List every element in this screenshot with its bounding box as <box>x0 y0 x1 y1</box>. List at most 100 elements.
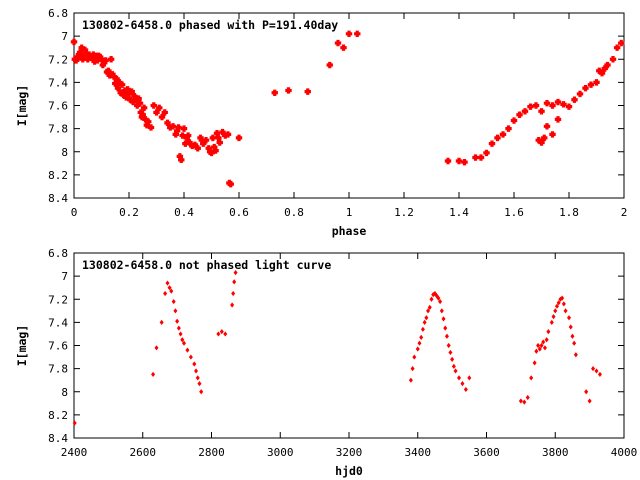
data-point <box>163 290 168 297</box>
data-point <box>565 103 573 110</box>
data-point <box>567 315 571 321</box>
data-point <box>171 298 176 305</box>
x-tick-label: 0.8 <box>284 206 304 219</box>
data-point <box>597 371 602 378</box>
data-point <box>169 288 174 294</box>
data-point <box>460 381 465 387</box>
data-point <box>424 315 429 321</box>
data-point <box>546 329 551 335</box>
data-point <box>173 308 178 314</box>
data-point <box>591 366 596 372</box>
data-point <box>216 331 221 337</box>
data-point <box>429 296 434 302</box>
data-point <box>233 270 238 276</box>
data-point <box>587 398 592 404</box>
data-point <box>169 123 177 130</box>
data-point <box>340 44 347 51</box>
data-point <box>568 324 573 330</box>
data-point <box>184 132 192 139</box>
x-tick-label: 2800 <box>198 446 225 459</box>
data-point <box>412 354 417 360</box>
data-point <box>136 99 144 107</box>
data-point <box>560 295 565 301</box>
data-point <box>180 125 188 132</box>
data-point <box>549 102 556 109</box>
data-point <box>532 102 540 109</box>
data-point <box>554 98 562 106</box>
data-point <box>554 116 562 123</box>
data-point <box>561 301 566 307</box>
y-tick-label: 7 <box>61 30 68 43</box>
data-point <box>209 134 217 142</box>
data-point <box>553 308 558 314</box>
y-tick-label: 6.8 <box>48 7 68 20</box>
y-tick-label: 7 <box>61 270 68 283</box>
data-point <box>231 290 236 297</box>
x-tick-label: 1 <box>346 206 353 219</box>
data-point <box>102 57 109 64</box>
chart-title: 130802-6458.0 phased with P=191.40day <box>82 18 338 32</box>
data-point <box>613 44 621 51</box>
data-point <box>541 134 548 142</box>
data-point <box>536 342 541 349</box>
data-point <box>467 375 472 381</box>
x-tick-label: 0 <box>71 206 78 219</box>
data-point <box>453 368 458 374</box>
data-point <box>304 88 311 95</box>
data-point <box>185 347 190 353</box>
data-point <box>554 303 559 309</box>
data-point <box>165 280 170 286</box>
data-point <box>178 156 185 164</box>
data-point <box>563 308 568 314</box>
data-point <box>516 111 523 118</box>
data-points <box>70 30 625 188</box>
data-point <box>510 117 518 124</box>
data-point <box>544 337 549 343</box>
data-point <box>543 123 551 130</box>
data-point <box>549 319 554 325</box>
data-point <box>161 109 168 116</box>
data-point <box>70 38 78 46</box>
chart-panel-1: 0 0.2 0.4 0.6 0.8 1 1.2 1.4 1.6 1.8 2 6.8 7 7.2 7.4 7.6… <box>15 7 627 238</box>
data-point <box>522 399 527 405</box>
data-point <box>194 368 199 374</box>
data-point <box>448 349 453 356</box>
data-point <box>147 124 155 131</box>
data-point <box>419 334 424 341</box>
data-point <box>587 81 595 88</box>
data-point <box>219 329 224 335</box>
data-point <box>582 84 589 92</box>
x-axis-label: phase <box>332 224 367 238</box>
data-point <box>167 285 172 291</box>
data-point <box>461 158 468 166</box>
x-tick-label: 2 <box>621 206 628 219</box>
data-point <box>584 389 589 395</box>
data-point <box>417 340 422 346</box>
data-point <box>354 30 361 38</box>
data-point <box>571 96 578 103</box>
data-point <box>156 104 163 112</box>
y-tick-label: 7.2 <box>48 53 68 66</box>
data-point <box>560 101 567 108</box>
data-point <box>537 346 542 352</box>
data-point <box>178 331 183 337</box>
data-point <box>541 339 546 345</box>
x-tick-label: 1.6 <box>504 206 524 219</box>
data-point <box>224 131 232 138</box>
x-tick-label: 0.2 <box>119 206 139 219</box>
y-tick-label: 8.4 <box>48 192 68 205</box>
y-tick-label: 7.2 <box>48 293 68 306</box>
x-axis-label: hjd0 <box>335 464 363 478</box>
data-point <box>107 56 115 63</box>
x-tick-label: 1.8 <box>559 206 579 219</box>
data-point <box>72 420 77 426</box>
data-point <box>194 145 201 152</box>
data-point <box>192 361 197 367</box>
data-point <box>216 139 223 146</box>
data-point <box>534 348 539 354</box>
y-tick-label: 8 <box>61 146 68 159</box>
data-point <box>180 337 185 343</box>
data-point <box>175 318 180 324</box>
data-point <box>235 134 243 142</box>
